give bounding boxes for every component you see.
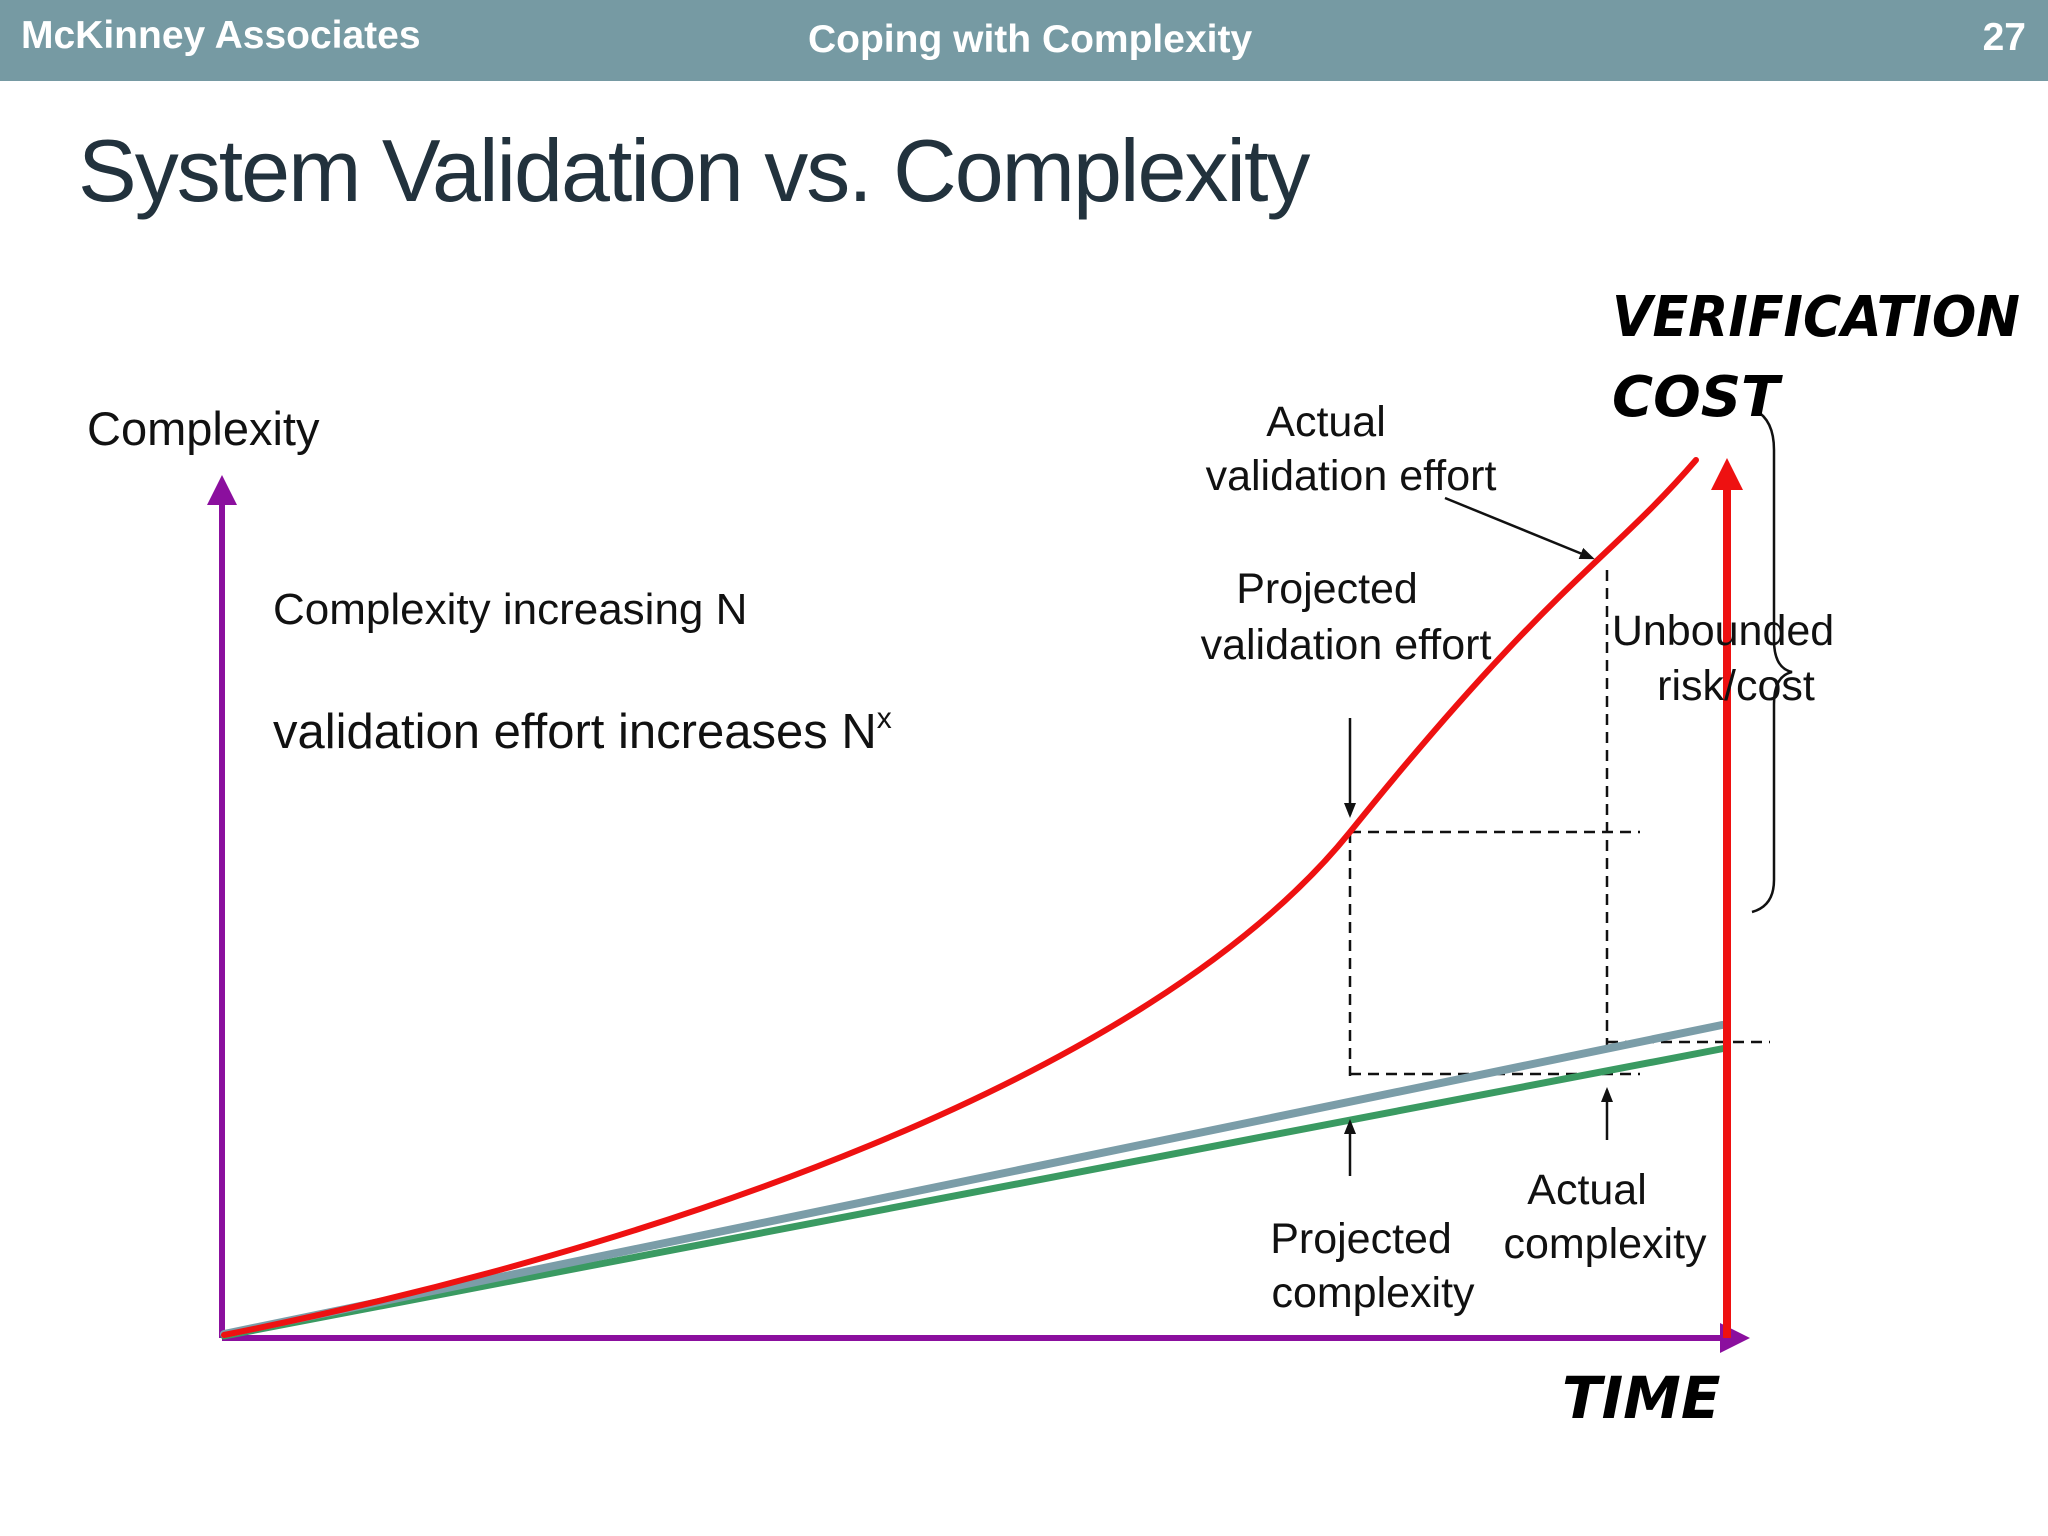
page-number: 27 (1982, 16, 2026, 59)
statement-complexity: Complexity increasing N (273, 585, 747, 634)
projected-complexity-line (220, 1044, 1730, 1340)
actual-validation-pointer (1444, 496, 1595, 560)
unbounded-risk-line2: risk/cost (1657, 662, 1815, 710)
actual-complexity-line (220, 1021, 1726, 1338)
projected-complexity-line1: Projected (1270, 1215, 1452, 1263)
unbounded-risk-label: Unbounded risk/cost (1612, 607, 1846, 710)
projected-complexity-line2: complexity (1271, 1269, 1475, 1317)
statement-validation-exponent: x (877, 702, 892, 735)
projected-validation-label: Projected validation effort (1201, 565, 1492, 669)
actual-complexity-label: Actual complexity (1503, 1166, 1707, 1268)
time-label: TIME (1562, 1364, 1720, 1432)
actual-complexity-line1: Actual (1527, 1166, 1647, 1214)
statement-validation-base: validation effort increases N (273, 705, 877, 759)
unbounded-risk-brace (1751, 408, 1793, 914)
slide-header: McKinney Associates Coping with Complexi… (0, 0, 2048, 81)
projected-validation-line1: Projected (1236, 565, 1418, 613)
projected-complexity-label: Projected complexity (1270, 1215, 1475, 1317)
actual-complexity-line2: complexity (1503, 1220, 1707, 1268)
actual-validation-line2: validation effort (1206, 452, 1497, 500)
validation-effort-curve (221, 457, 1699, 1338)
actual-validation-line1: Actual (1266, 398, 1386, 446)
y-axis-label: Complexity (87, 402, 320, 455)
deck-title: Coping with Complexity (808, 18, 1253, 61)
statement-validation: validation effort increases Nx (273, 702, 892, 759)
verification-cost-line2: COST (1612, 365, 1783, 430)
verification-cost-label-2: COST (1612, 365, 1783, 430)
verification-cost-label: VERIFICATION (1612, 285, 2020, 350)
verification-cost-line1: VERIFICATION (1612, 285, 2020, 350)
actual-validation-label: Actual validation effort (1206, 398, 1497, 500)
unbounded-risk-line1: Unbounded (1612, 607, 1834, 655)
projected-validation-line2: validation effort (1201, 621, 1492, 669)
company-name: McKinney Associates (21, 14, 421, 57)
slide-title: System Validation vs. Complexity (78, 121, 1310, 220)
